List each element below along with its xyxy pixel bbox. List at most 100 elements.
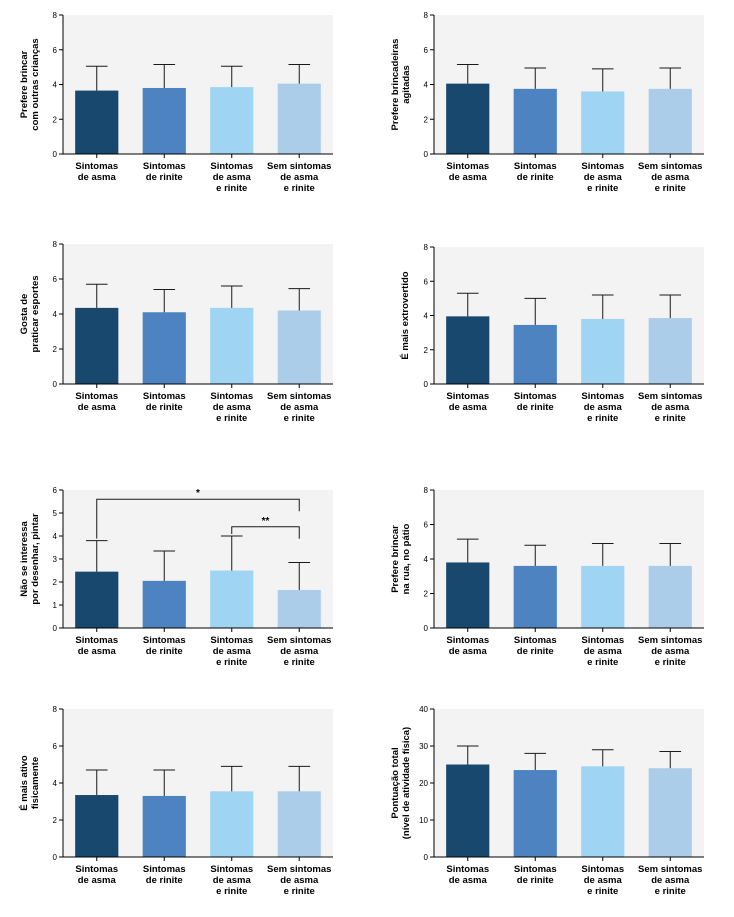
- category-label-line: de asma: [584, 172, 623, 183]
- category-label: Sem sintomas de asma e rinite: [267, 635, 331, 668]
- category-label-line: de asma: [651, 875, 690, 886]
- category-label-line: e rinite: [655, 413, 686, 424]
- y-axis-label-line: fisicamente: [30, 757, 41, 809]
- category-label: Sintomas de asma e rinite: [581, 864, 624, 897]
- bar: [210, 791, 254, 857]
- category-label-line: de asma: [78, 875, 117, 886]
- category-label: Sem sintomas de asma e rinite: [638, 391, 702, 424]
- category-label-line: Sintomas: [581, 635, 624, 646]
- bar: [277, 310, 321, 384]
- category-label-line: e rinite: [284, 413, 315, 424]
- y-tick-label: 20: [419, 779, 428, 788]
- category-label-line: de asma: [213, 402, 252, 413]
- bar: [648, 88, 692, 154]
- category-label-line: e rinite: [587, 657, 618, 668]
- category-label-line: de asma: [651, 646, 690, 657]
- bar: [648, 318, 692, 384]
- category-label-line: Sem sintomas: [638, 635, 702, 646]
- category-label: Sintomas de asma: [446, 161, 489, 183]
- y-axis-label: Pontuação total(nível de atividade físic…: [390, 727, 412, 839]
- significance-bracket: [231, 526, 300, 539]
- y-axis-label-line: na rua, no pátio: [401, 523, 412, 594]
- y-axis-label-line: agitadas: [401, 65, 412, 104]
- y-tick-label: 6: [53, 742, 58, 751]
- y-tick-label: 4: [53, 532, 58, 541]
- category-label-line: Sintomas: [514, 635, 557, 646]
- category-label-line: Sintomas: [446, 864, 489, 875]
- category-label: Sintomas de asma e rinite: [210, 161, 253, 194]
- y-tick-label: 2: [53, 578, 58, 587]
- category-label-line: Sintomas: [210, 161, 253, 172]
- category-label-line: e rinite: [655, 183, 686, 194]
- y-axis-label-line: Prefere brincar: [19, 50, 30, 118]
- category-label-line: de asma: [280, 402, 319, 413]
- y-tick-label: 4: [424, 81, 429, 90]
- y-tick-label: 8: [53, 240, 58, 249]
- y-tick-label: 0: [424, 624, 429, 633]
- category-label-line: e rinite: [284, 886, 315, 897]
- bar: [648, 768, 692, 857]
- category-label-line: Sem sintomas: [638, 391, 702, 402]
- y-tick-label: 2: [424, 115, 429, 124]
- y-tick-label: 8: [53, 11, 58, 20]
- category-label-line: Sem sintomas: [638, 864, 702, 875]
- y-tick-label: 6: [53, 46, 58, 55]
- category-label-line: e rinite: [587, 413, 618, 424]
- y-axis-label: Prefere brincadeirasagitadas: [390, 39, 412, 131]
- bar: [277, 83, 321, 154]
- category-label: Sintomas de rinite: [514, 635, 557, 657]
- bar: [581, 318, 625, 384]
- category-label-line: de asma: [449, 402, 488, 413]
- bar: [142, 580, 186, 628]
- category-label-line: e rinite: [216, 413, 247, 424]
- y-axis-label-line: Gosta de: [19, 294, 30, 335]
- bar: [142, 87, 186, 154]
- y-axis-label: Prefere brincarcom outras crianças: [19, 38, 41, 130]
- bar: [513, 565, 557, 628]
- y-tick-label: 10: [419, 816, 428, 825]
- category-label: Sem sintomas de asma e rinite: [267, 391, 331, 424]
- y-tick-label: 2: [424, 590, 429, 599]
- category-label: Sintomas de asma e rinite: [581, 161, 624, 194]
- category-label: Sintomas de rinite: [143, 161, 186, 183]
- category-label-line: Sintomas: [581, 161, 624, 172]
- bar: [210, 570, 254, 628]
- category-label-line: Sintomas: [514, 161, 557, 172]
- y-tick-label: 4: [53, 81, 58, 90]
- y-tick-label: 40: [419, 705, 428, 714]
- bar: [446, 764, 490, 857]
- bar: [513, 770, 557, 857]
- y-tick-label: 6: [424, 277, 429, 286]
- category-label-line: e rinite: [284, 183, 315, 194]
- y-axis-label: Gosta depraticar esportes: [19, 275, 41, 352]
- category-label-line: Sintomas: [143, 391, 186, 402]
- category-label: Sintomas de rinite: [514, 161, 557, 183]
- y-tick-label: 2: [53, 115, 58, 124]
- category-label-line: de asma: [280, 875, 319, 886]
- category-label-line: Sintomas: [75, 161, 118, 172]
- category-label: Sintomas de asma: [75, 864, 118, 886]
- category-label-line: de rinite: [146, 646, 183, 657]
- category-label: Sem sintomas de asma e rinite: [267, 864, 331, 897]
- y-tick-label: 2: [424, 346, 429, 355]
- bar: [277, 590, 321, 628]
- category-label-line: de asma: [78, 646, 117, 657]
- y-tick-label: 6: [53, 275, 58, 284]
- y-axis-label-line: Prefere brincadeiras: [390, 39, 401, 131]
- category-label: Sintomas de asma: [75, 161, 118, 183]
- y-axis-label-line: por desenhar, pintar: [30, 513, 41, 605]
- y-tick-label: 6: [424, 46, 429, 55]
- y-axis-label: É mais extrovertido: [400, 271, 411, 359]
- category-label-line: Sintomas: [581, 391, 624, 402]
- category-label-line: de asma: [280, 646, 319, 657]
- y-axis-label-line: Pontuação total: [390, 747, 401, 818]
- bar: [513, 88, 557, 154]
- y-tick-label: 8: [424, 243, 429, 252]
- bar: [75, 90, 119, 154]
- bar: [513, 324, 557, 384]
- y-tick-label: 6: [424, 521, 429, 530]
